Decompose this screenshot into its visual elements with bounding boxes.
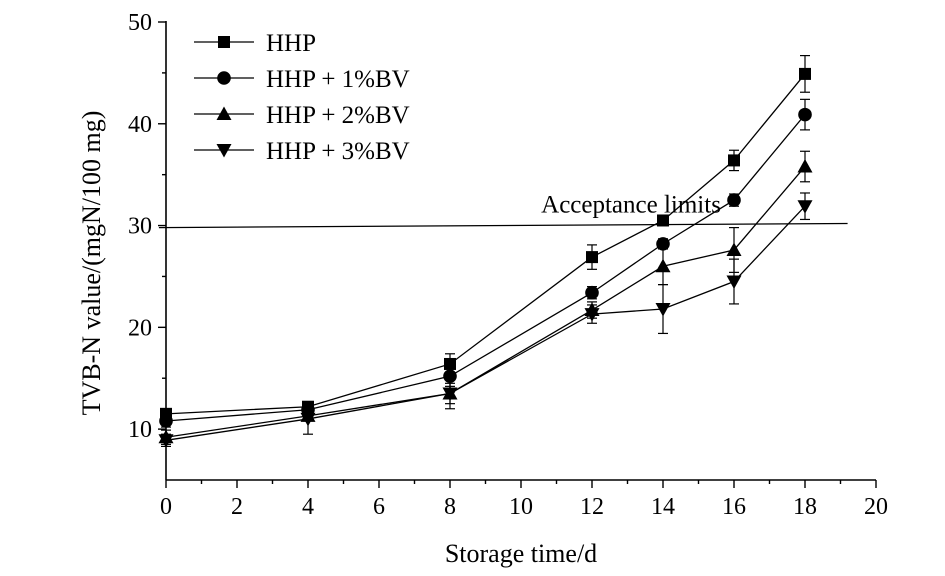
data-point: [656, 237, 670, 251]
x-tick-label: 8: [444, 494, 456, 520]
legend-marker: [217, 71, 231, 85]
data-point: [444, 357, 456, 370]
x-tick-label: 20: [864, 494, 888, 520]
legend-label: HHP + 2%BV: [266, 102, 410, 129]
acceptance-limit-label: Acceptance limits: [541, 192, 721, 219]
data-point: [727, 193, 741, 207]
y-tick-label: 30: [128, 214, 152, 240]
data-point: [657, 214, 669, 227]
legend-label: HHP + 1%BV: [266, 66, 410, 93]
x-tick-label: 4: [302, 494, 314, 520]
acceptance-limit-line: [158, 222, 848, 229]
data-point: [442, 387, 458, 401]
legend-label: HHP: [266, 30, 316, 57]
x-tick-label: 18: [793, 494, 817, 520]
series-2: [159, 98, 812, 428]
y-tick-label: 50: [128, 10, 152, 36]
x-axis-title: Storage time/d: [445, 539, 597, 568]
data-point: [584, 308, 600, 322]
data-point: [798, 107, 812, 122]
data-point: [655, 258, 671, 273]
legend-item: HHP: [194, 30, 316, 57]
data-point: [728, 154, 740, 167]
data-point: [655, 303, 671, 317]
x-tick-label: 10: [509, 494, 533, 520]
y-tick-label: 20: [128, 315, 152, 341]
series-1: [160, 54, 811, 420]
y-axis-title: TVB-N value/(mgN/100 mg): [77, 111, 106, 416]
data-point: [443, 369, 457, 383]
data-point: [300, 412, 316, 427]
series-line: [165, 114, 806, 422]
legend-marker: [218, 36, 230, 48]
series-line: [165, 205, 806, 441]
legend-marker: [216, 144, 232, 158]
y-tick-label: 40: [128, 112, 152, 138]
legend-item: HHP + 1%BV: [194, 66, 410, 93]
x-tick-label: 2: [231, 494, 243, 520]
legend: HHP HHP + 1%BV HHP + 2%BV HHP + 3%BV: [194, 30, 410, 165]
x-tick-label: 14: [651, 494, 675, 520]
legend-item: HHP + 2%BV: [194, 102, 410, 129]
data-point: [726, 242, 742, 256]
data-point: [799, 67, 811, 80]
series-line: [165, 73, 806, 415]
data-point: [585, 285, 599, 300]
data-point: [797, 159, 813, 173]
series-group: [158, 54, 813, 448]
data-point: [158, 434, 174, 448]
x-tick-label: 16: [722, 494, 746, 520]
acceptance-limit: Acceptance limits: [158, 192, 848, 229]
axes: 0 2 4 6 8 10 12 14 16 18 20 10 20 30 40 50: [128, 10, 888, 520]
data-point: [726, 275, 742, 290]
y-tick-label: 10: [128, 417, 152, 443]
x-tick-label: 0: [160, 494, 172, 520]
data-point: [586, 251, 598, 264]
x-tick-label: 12: [580, 494, 604, 520]
data-point: [797, 200, 813, 214]
series-4: [158, 192, 813, 448]
legend-label: HHP + 3%BV: [266, 138, 410, 165]
legend-item: HHP + 3%BV: [194, 138, 410, 165]
legend-marker: [216, 106, 232, 120]
data-point: [159, 414, 173, 428]
x-tick-label: 6: [373, 494, 385, 520]
